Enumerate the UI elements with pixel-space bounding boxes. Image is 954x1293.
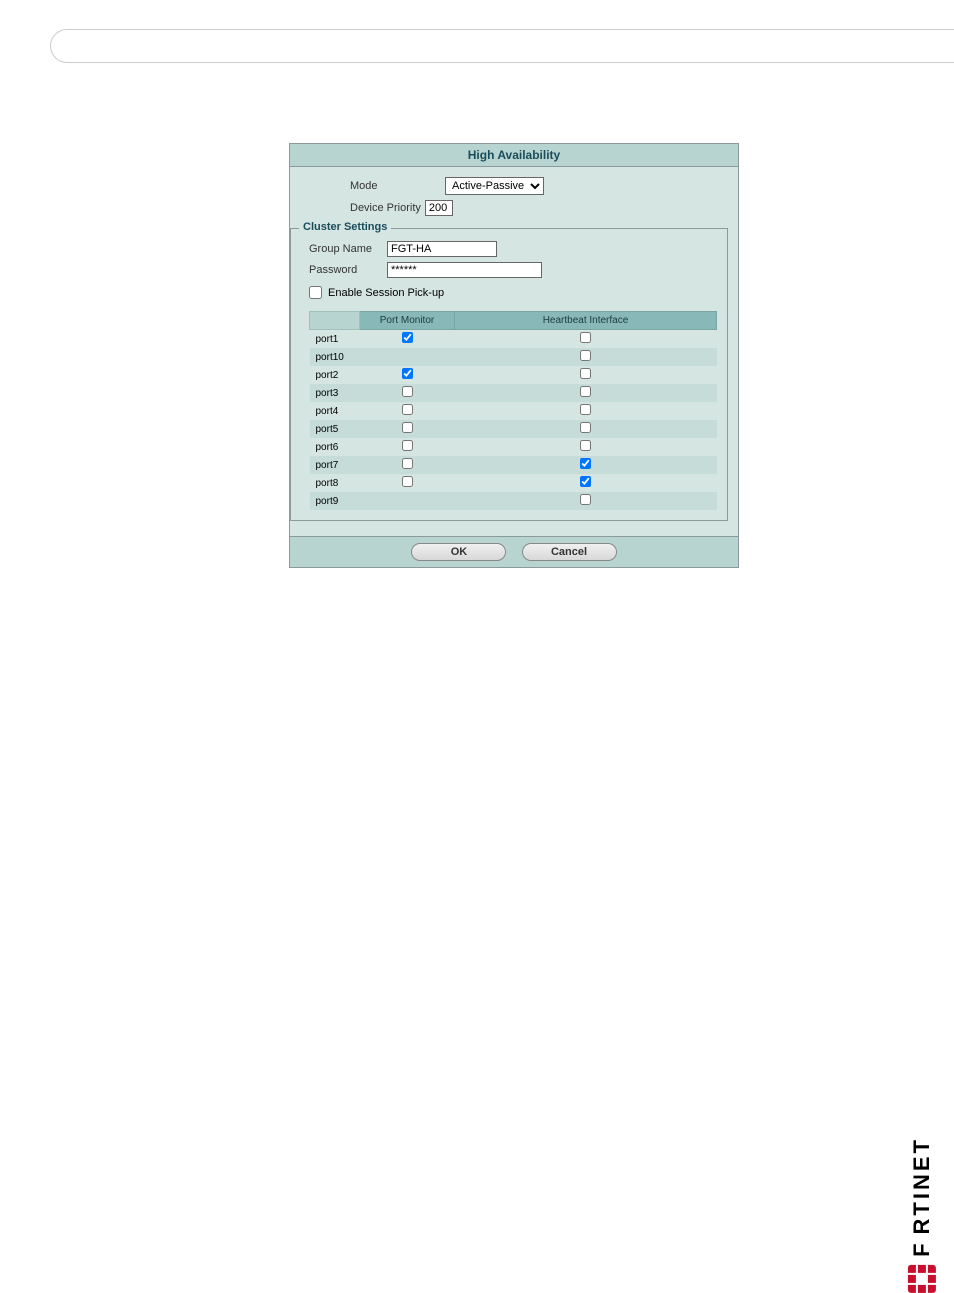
session-pickup-label: Enable Session Pick-up [328,287,444,299]
ports-th-monitor: Port Monitor [360,312,455,330]
port-heartbeat-cell [455,330,717,349]
port-monitor-cell [360,330,455,349]
ports-th-heartbeat: Heartbeat Interface [455,312,717,330]
port-monitor-cell [360,438,455,456]
table-row: port7 [310,456,717,474]
table-row: port9 [310,492,717,510]
port-heartbeat-cell [455,348,717,366]
dialog-title: High Availability [290,144,738,167]
ports-table: Port Monitor Heartbeat Interface port1po… [309,311,717,510]
port-heartbeat-checkbox[interactable] [580,368,591,379]
port-heartbeat-checkbox[interactable] [580,458,591,469]
port-name-cell: port1 [310,330,360,349]
ha-dialog: High Availability Mode Active-Passive De… [289,143,739,568]
port-heartbeat-checkbox[interactable] [580,404,591,415]
port-heartbeat-checkbox[interactable] [580,440,591,451]
cluster-settings-legend: Cluster Settings [299,221,391,233]
cluster-settings-fieldset: Cluster Settings Group Name Password Ena… [290,228,728,521]
port-name-cell: port9 [310,492,360,510]
port-heartbeat-checkbox[interactable] [580,386,591,397]
port-monitor-checkbox[interactable] [402,368,413,379]
port-name-cell: port4 [310,402,360,420]
table-row: port1 [310,330,717,349]
password-input[interactable] [387,262,542,278]
port-monitor-checkbox[interactable] [402,404,413,415]
port-heartbeat-checkbox[interactable] [580,476,591,487]
port-heartbeat-cell [455,438,717,456]
group-name-row: Group Name [309,241,717,257]
password-row: Password [309,262,717,278]
table-row: port5 [310,420,717,438]
port-monitor-cell [360,474,455,492]
port-heartbeat-cell [455,420,717,438]
dialog-footer: OK Cancel [290,536,738,567]
port-monitor-cell [360,456,455,474]
port-monitor-checkbox[interactable] [402,422,413,433]
ports-th-blank [310,312,360,330]
port-heartbeat-cell [455,402,717,420]
mode-select[interactable]: Active-Passive [445,177,544,195]
port-monitor-checkbox[interactable] [402,458,413,469]
fortinet-logo-text: FRTINET [909,1137,935,1257]
session-pickup-row: Enable Session Pick-up [309,286,717,299]
password-label: Password [309,264,387,276]
port-name-cell: port2 [310,366,360,384]
port-monitor-checkbox[interactable] [402,332,413,343]
port-heartbeat-cell [455,366,717,384]
session-pickup-checkbox[interactable] [309,286,322,299]
mode-label: Mode [350,180,445,192]
port-name-cell: port3 [310,384,360,402]
port-heartbeat-cell [455,492,717,510]
top-banner [50,29,954,63]
table-row: port8 [310,474,717,492]
device-priority-row: Device Priority [350,200,718,216]
device-priority-input[interactable] [425,200,453,216]
port-heartbeat-cell [455,456,717,474]
port-heartbeat-cell [455,384,717,402]
fortinet-logo: FRTINET [908,1137,936,1293]
port-monitor-checkbox[interactable] [402,386,413,397]
table-row: port6 [310,438,717,456]
port-heartbeat-checkbox[interactable] [580,494,591,505]
port-name-cell: port7 [310,456,360,474]
port-monitor-cell [360,348,455,366]
port-monitor-cell [360,402,455,420]
port-heartbeat-checkbox[interactable] [580,332,591,343]
port-name-cell: port5 [310,420,360,438]
port-name-cell: port10 [310,348,360,366]
fortinet-icon [908,1265,936,1293]
port-heartbeat-checkbox[interactable] [580,422,591,433]
dialog-body: Mode Active-Passive Device Priority Clus… [290,167,738,536]
port-monitor-cell [360,492,455,510]
mode-row: Mode Active-Passive [350,177,718,195]
table-row: port4 [310,402,717,420]
port-monitor-cell [360,384,455,402]
port-monitor-cell [360,366,455,384]
port-monitor-checkbox[interactable] [402,476,413,487]
port-heartbeat-checkbox[interactable] [580,350,591,361]
table-row: port2 [310,366,717,384]
port-name-cell: port8 [310,474,360,492]
table-row: port10 [310,348,717,366]
ok-button[interactable]: OK [411,543,506,561]
device-priority-label: Device Priority [350,202,421,214]
port-heartbeat-cell [455,474,717,492]
port-monitor-cell [360,420,455,438]
group-name-label: Group Name [309,243,387,255]
group-name-input[interactable] [387,241,497,257]
port-monitor-checkbox[interactable] [402,440,413,451]
table-row: port3 [310,384,717,402]
cancel-button[interactable]: Cancel [522,543,617,561]
port-name-cell: port6 [310,438,360,456]
